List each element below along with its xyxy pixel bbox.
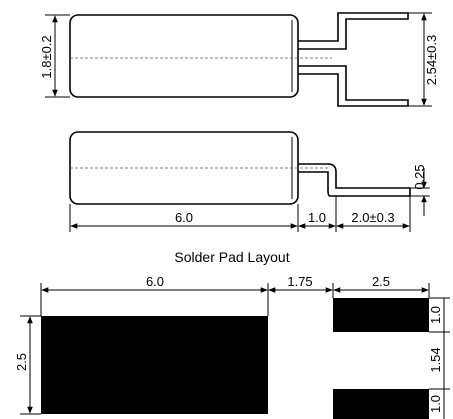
solder-pad-layout: Solder Pad Layout 6.0 1.75 2.5 2.5 1.0 1… bbox=[14, 249, 450, 419]
small-pad-top-height-label: 1.0 bbox=[428, 306, 443, 324]
top-view-body bbox=[69, 14, 299, 98]
side-view-lead-length-label: 2.0±0.3 bbox=[351, 210, 394, 225]
large-pad bbox=[41, 316, 268, 414]
top-view-lead-spacing-label: 2.54±0.3 bbox=[424, 35, 439, 86]
side-view-lead-thickness-label: 0.25 bbox=[412, 164, 427, 189]
small-pad-bottom bbox=[333, 389, 429, 419]
side-view-length-label: 6.0 bbox=[175, 210, 193, 225]
pad-gap-label: 1.75 bbox=[287, 274, 312, 289]
large-pad-height-label: 2.5 bbox=[14, 353, 29, 371]
small-pad-width-label: 2.5 bbox=[372, 274, 390, 289]
pad-layout-title: Solder Pad Layout bbox=[174, 249, 289, 265]
large-pad-width-label: 6.0 bbox=[146, 274, 164, 289]
side-view-gap-label: 1.0 bbox=[308, 210, 326, 225]
top-view: 1.8±0.2 2.54±0.3 bbox=[39, 12, 439, 107]
side-view-lead bbox=[298, 163, 411, 197]
top-view-lower-lead bbox=[298, 65, 409, 107]
side-view: 0.25 6.0 1.0 2.0±0.3 bbox=[69, 131, 430, 232]
small-pad-spacing-label: 1.54 bbox=[428, 347, 443, 372]
top-view-upper-lead bbox=[298, 12, 409, 50]
top-view-diameter-label: 1.8±0.2 bbox=[39, 35, 54, 78]
small-pad-bottom-height-label: 1.0 bbox=[428, 395, 443, 413]
small-pad-top bbox=[333, 298, 429, 332]
side-view-body bbox=[69, 131, 299, 205]
